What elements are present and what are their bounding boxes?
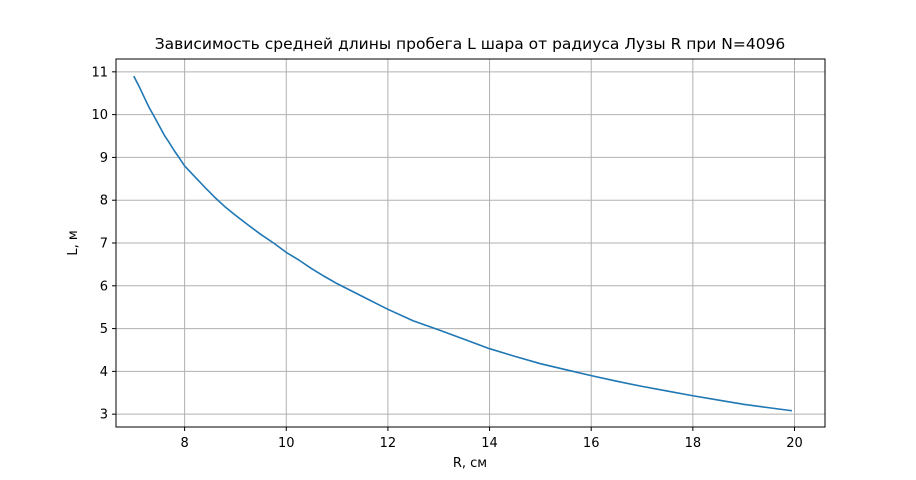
- x-tick-label: 8: [180, 436, 188, 451]
- y-tick-label: 5: [100, 322, 108, 337]
- x-tick-label: 18: [685, 436, 702, 451]
- y-tick-label: 8: [100, 194, 108, 209]
- y-tick-label: 6: [100, 279, 108, 294]
- chart-title: Зависимость средней длины пробега L шара…: [155, 35, 786, 53]
- y-tick-label: 11: [91, 65, 108, 80]
- x-tick-label: 14: [481, 436, 498, 451]
- y-tick-label: 4: [100, 365, 108, 380]
- y-tick-label: 7: [100, 237, 108, 252]
- y-tick-label: 3: [100, 408, 108, 423]
- y-tick-label: 9: [100, 151, 108, 166]
- x-axis: 8 10 12 14 16 18 20: [180, 427, 803, 451]
- x-axis-label: R, см: [453, 456, 487, 471]
- y-tick-label: 10: [91, 108, 108, 123]
- series-line: [133, 75, 793, 412]
- grid-lines: [116, 59, 825, 427]
- x-tick-label: 20: [786, 436, 803, 451]
- x-tick-label: 16: [583, 436, 600, 451]
- x-tick-label: 10: [278, 436, 295, 451]
- y-axis-label: L, м: [66, 230, 81, 255]
- y-axis: 3 4 5 6 7 8 9 10 11: [91, 65, 116, 423]
- x-tick-label: 12: [380, 436, 397, 451]
- series-group: [133, 75, 793, 412]
